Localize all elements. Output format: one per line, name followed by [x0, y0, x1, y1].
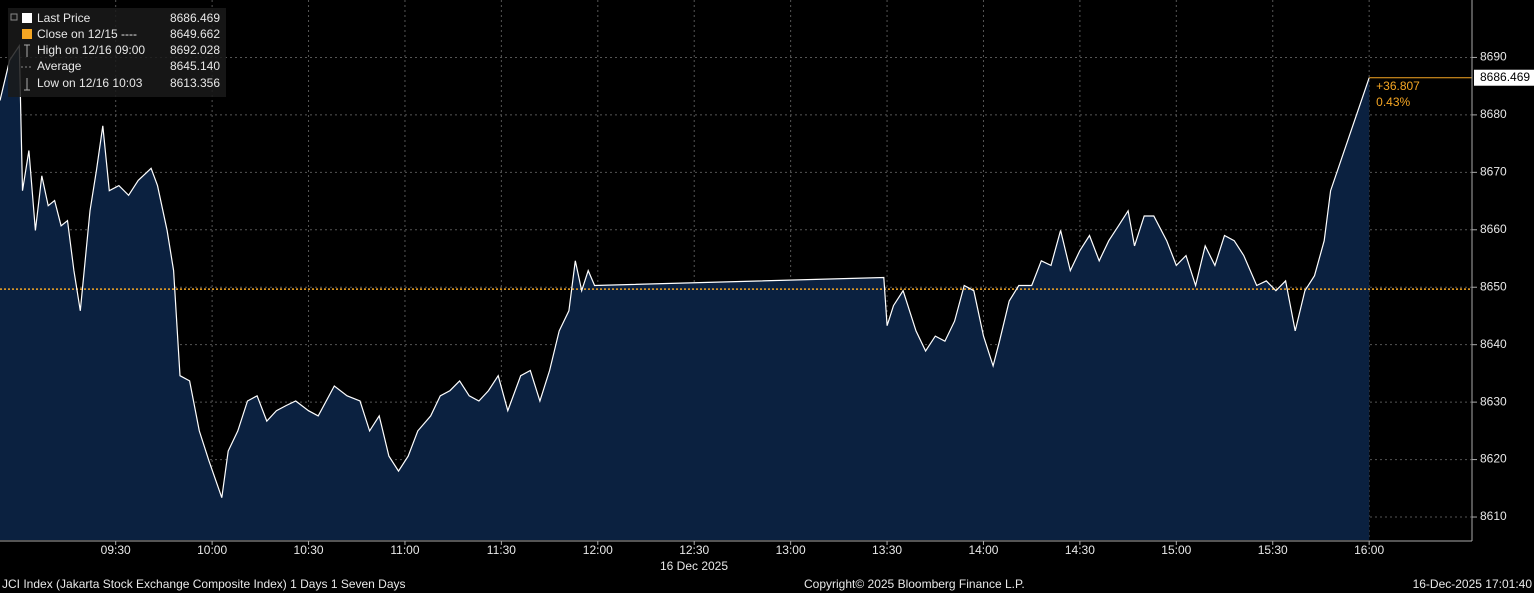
legend-label: Average — [37, 59, 82, 73]
legend-icon — [24, 44, 30, 57]
x-tick-label: 14:30 — [1065, 543, 1095, 557]
y-tick-label: 8630 — [1480, 394, 1507, 408]
x-tick-label: 15:30 — [1258, 543, 1288, 557]
legend: Last Price 8686.469 Close on 12/15 ---- … — [8, 8, 226, 97]
x-tick-label: 14:00 — [968, 543, 998, 557]
legend-collapse[interactable] — [10, 13, 18, 21]
price-line — [0, 43, 1370, 498]
y-tick-label: 8610 — [1480, 509, 1507, 523]
x-tick-label: 10:00 — [197, 543, 227, 557]
area — [0, 45, 1370, 541]
x-tick-label: 12:30 — [679, 543, 709, 557]
x-tick-label: 16:00 — [1354, 543, 1384, 557]
y-tick-label: 8620 — [1480, 452, 1507, 466]
x-tick-label: 15:00 — [1161, 543, 1191, 557]
y-tick-label: 8650 — [1480, 279, 1507, 293]
legend-box — [8, 8, 226, 97]
plot-area — [0, 0, 1472, 541]
y-tick-label: 8670 — [1480, 165, 1507, 179]
footer-right: 16-Dec-2025 17:01:40 — [1413, 577, 1533, 591]
y-tick-label: 8640 — [1480, 337, 1507, 351]
legend-value: 8645.140 — [170, 59, 220, 73]
footer-left: JCI Index (Jakarta Stock Exchange Compos… — [2, 577, 406, 591]
legend-value: 8692.028 — [170, 43, 220, 57]
x-tick-label: 13:00 — [776, 543, 806, 557]
legend-label: Low on 12/16 10:03 — [37, 76, 143, 90]
legend-value: 8686.469 — [170, 11, 220, 25]
x-tick-label: 11:30 — [487, 543, 516, 557]
legend-swatch — [22, 29, 32, 39]
legend-label: High on 12/16 09:00 — [37, 43, 145, 57]
x-tick-label: 09:30 — [101, 543, 131, 557]
footer-center: Copyright© 2025 Bloomberg Finance L.P. — [804, 577, 1025, 591]
x-tick-label: 12:00 — [583, 543, 613, 557]
change-percent: 0.43% — [1376, 95, 1410, 109]
legend-icon — [24, 78, 30, 91]
legend-label: Close on 12/15 ---- — [37, 27, 137, 41]
x-date-label: 16 Dec 2025 — [660, 559, 728, 573]
y-tick-label: 8660 — [1480, 222, 1507, 236]
x-tick-label: 11:00 — [390, 543, 419, 557]
y-tick-label: 8680 — [1480, 107, 1507, 121]
legend-value: 8649.662 — [170, 27, 220, 41]
legend-swatch — [22, 13, 32, 23]
legend-value: 8613.356 — [170, 76, 220, 90]
y-tick-label: 8690 — [1480, 50, 1507, 64]
change-value: +36.807 — [1376, 79, 1420, 93]
last-price-label: 8686.469 — [1480, 70, 1530, 84]
x-tick-label: 13:30 — [872, 543, 902, 557]
last-price-box — [1474, 69, 1534, 86]
x-tick-label: 10:30 — [294, 543, 324, 557]
legend-label: Last Price — [37, 11, 91, 25]
